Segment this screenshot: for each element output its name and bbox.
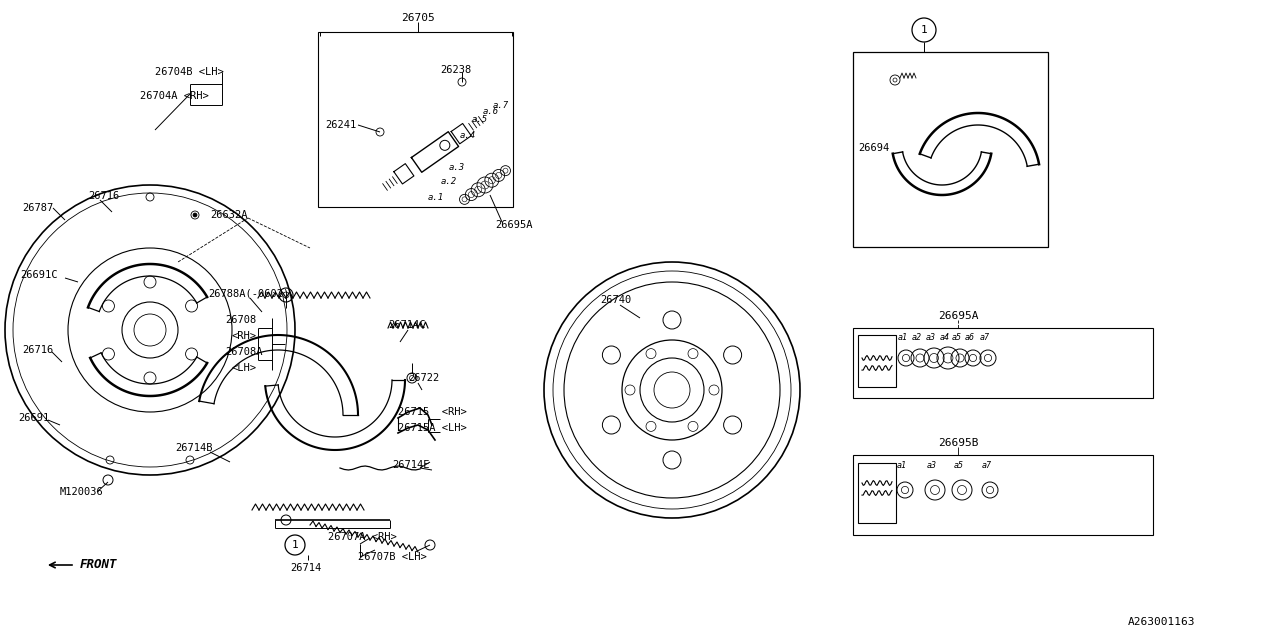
Text: 1: 1 (292, 540, 298, 550)
Text: 26788A(-0602): 26788A(-0602) (207, 288, 289, 298)
Text: 26708: 26708 (225, 315, 256, 325)
Text: 26715  <RH>: 26715 <RH> (398, 407, 467, 417)
Text: a.3: a.3 (449, 163, 465, 173)
Bar (852, 52, 1048, 247)
Text: a.4: a.4 (460, 131, 476, 140)
Text: 26695B: 26695B (938, 438, 978, 448)
Text: 26694: 26694 (858, 143, 890, 153)
Text: 26704A <RH>: 26704A <RH> (140, 91, 209, 101)
Text: 26691C: 26691C (20, 270, 58, 280)
Text: 26241: 26241 (325, 120, 356, 130)
Circle shape (193, 213, 197, 217)
Text: a7: a7 (982, 461, 992, 470)
Text: 1: 1 (920, 25, 928, 35)
Text: FRONT: FRONT (79, 559, 118, 572)
Text: 26722: 26722 (408, 373, 439, 383)
Text: M120036: M120036 (60, 487, 104, 497)
Text: a.1: a.1 (428, 193, 444, 202)
Text: 26691: 26691 (18, 413, 49, 423)
Text: 26238: 26238 (440, 65, 471, 75)
Text: 26632A: 26632A (210, 210, 247, 220)
Text: a5: a5 (952, 333, 963, 342)
Text: a4: a4 (940, 333, 950, 342)
Text: 26714E: 26714E (392, 460, 430, 470)
Text: 26695A: 26695A (938, 311, 978, 321)
Text: a3: a3 (925, 333, 936, 342)
Circle shape (283, 292, 289, 298)
Text: 26714B: 26714B (175, 443, 212, 453)
Text: 26740: 26740 (600, 295, 631, 305)
Text: a.6: a.6 (483, 108, 499, 116)
Text: a2: a2 (911, 333, 922, 342)
Bar (852, 455, 1153, 535)
Text: a6: a6 (965, 333, 975, 342)
Bar (317, 32, 513, 207)
Text: 26705: 26705 (401, 13, 435, 23)
Text: a3: a3 (927, 461, 937, 470)
Text: <RH>: <RH> (232, 331, 257, 341)
Text: <LH>: <LH> (232, 363, 257, 373)
Bar (858, 335, 896, 387)
Text: 26695A: 26695A (495, 220, 532, 230)
Bar (858, 463, 896, 523)
Text: 26716: 26716 (22, 345, 54, 355)
Text: a.2: a.2 (442, 177, 457, 186)
Text: a7: a7 (980, 333, 989, 342)
Text: 26787: 26787 (22, 203, 54, 213)
Text: a.5: a.5 (472, 115, 488, 125)
Text: 26704B <LH>: 26704B <LH> (155, 67, 224, 77)
Text: A263001163: A263001163 (1128, 617, 1196, 627)
Text: a1: a1 (899, 333, 908, 342)
Text: a1: a1 (897, 461, 908, 470)
Text: 26715A <LH>: 26715A <LH> (398, 423, 467, 433)
Text: 26716: 26716 (88, 191, 119, 201)
Text: a5: a5 (954, 461, 964, 470)
Text: 26714C: 26714C (388, 320, 425, 330)
Text: 26714: 26714 (291, 563, 321, 573)
Bar (852, 328, 1153, 398)
Text: 26707A <RH>: 26707A <RH> (328, 532, 397, 542)
Text: a.7: a.7 (493, 100, 509, 109)
Text: 26707B <LH>: 26707B <LH> (358, 552, 426, 562)
Text: 26708A: 26708A (225, 347, 262, 357)
